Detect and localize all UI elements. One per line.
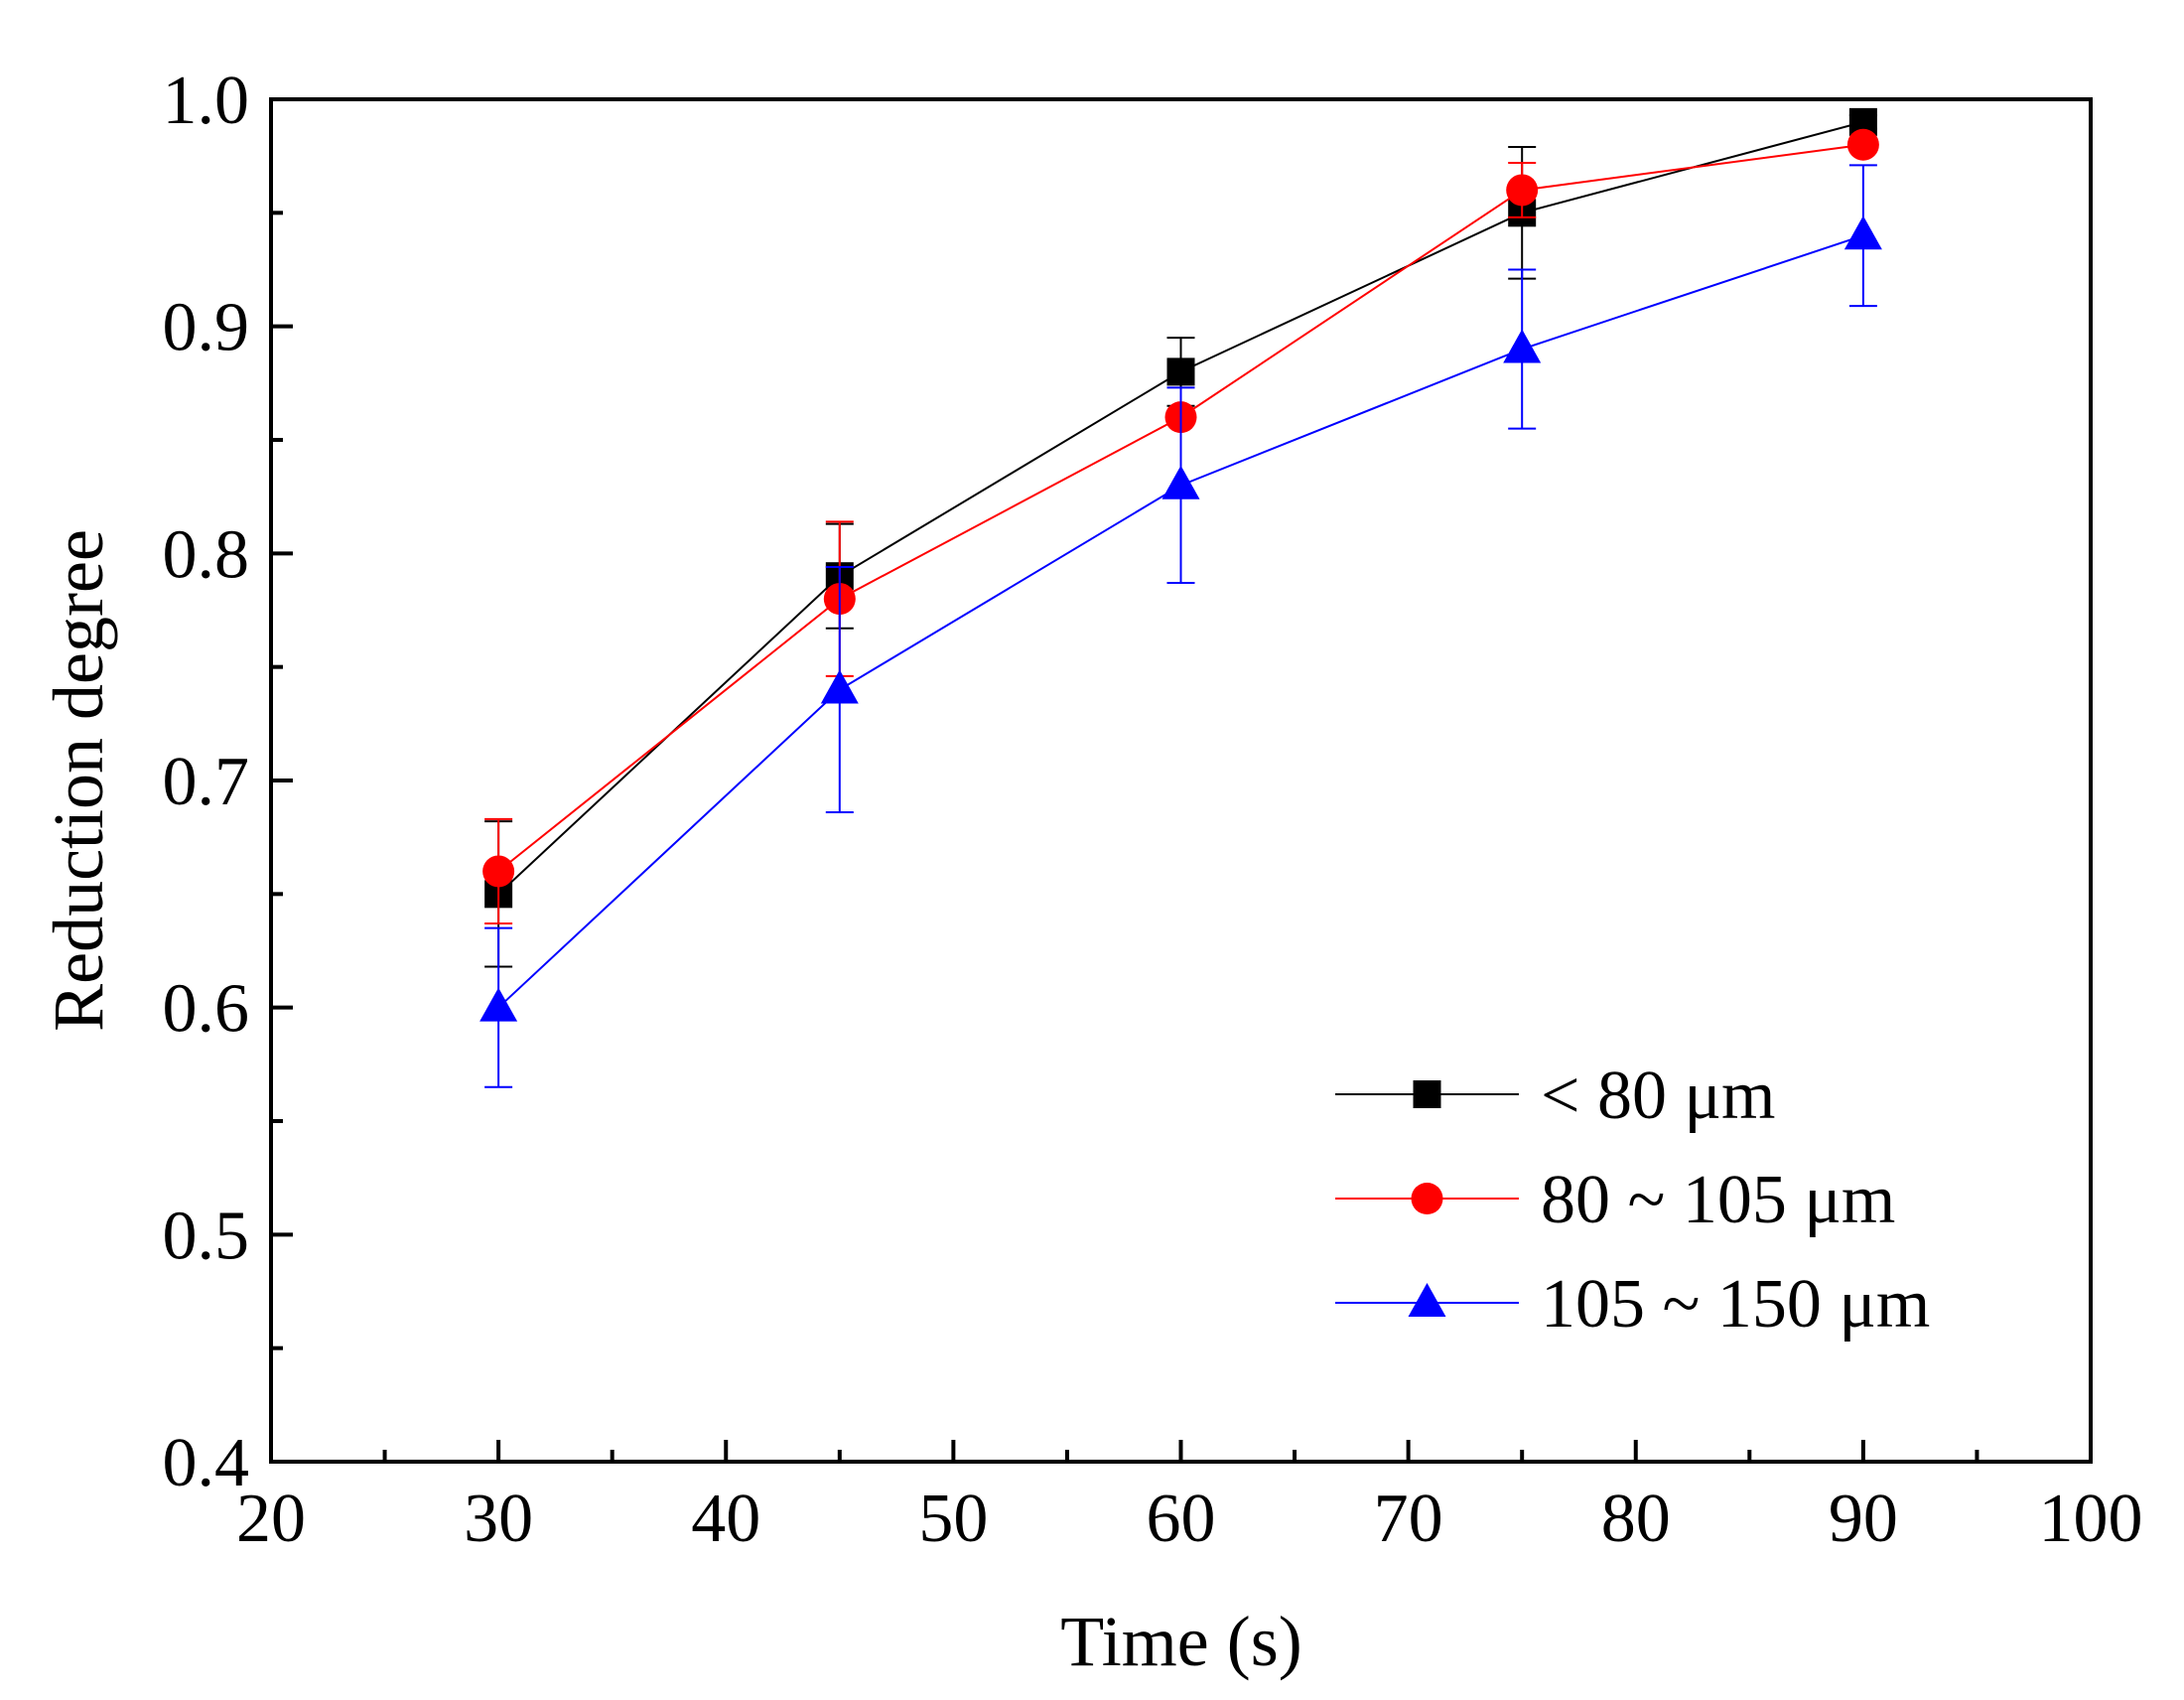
legend-label: < 80 μm [1541,1058,1775,1134]
x-tick-label: 30 [464,1481,533,1557]
data-point [482,855,515,888]
data-point [1846,128,1879,161]
data-point [820,669,859,704]
plot-frame [269,97,2093,1464]
data-point [479,987,518,1022]
y-tick-label: 0.8 [163,516,250,593]
y-tick-label: 0.6 [163,971,250,1048]
legend-marker [1413,1080,1441,1108]
data-point [1843,215,1882,250]
x-tick-label: 40 [691,1481,760,1557]
y-tick-label: 0.5 [163,1198,250,1274]
x-tick-label: 70 [1374,1481,1443,1557]
y-axis-title: Reduction degree [39,529,118,1032]
x-tick-label: 100 [2039,1481,2143,1557]
series-triangle [479,164,1882,1088]
y-tick-label: 0.7 [163,744,250,820]
data-point [1503,329,1542,363]
x-tick-label: 50 [918,1481,988,1557]
x-axis-title: Time (s) [1060,1602,1301,1681]
legend-label: 105 ~ 150 μm [1541,1266,1930,1343]
data-point [1506,174,1539,207]
y-tick-label: 1.0 [163,63,250,139]
data-point [1161,465,1200,499]
x-tick-label: 90 [1829,1481,1898,1557]
legend-marker [1408,1283,1446,1317]
x-tick-label: 20 [236,1481,306,1557]
data-point [1166,357,1195,386]
x-tick-label: 80 [1601,1481,1671,1557]
y-tick-label: 0.4 [163,1425,250,1501]
legend: < 80 μm 80 ~ 105 μm 105 ~ 150 μm [1335,1058,1930,1343]
legend-marker [1411,1183,1443,1214]
x-tick-label: 60 [1147,1481,1216,1557]
legend-label: 80 ~ 105 μm [1541,1162,1895,1238]
y-tick-label: 0.9 [163,290,250,366]
